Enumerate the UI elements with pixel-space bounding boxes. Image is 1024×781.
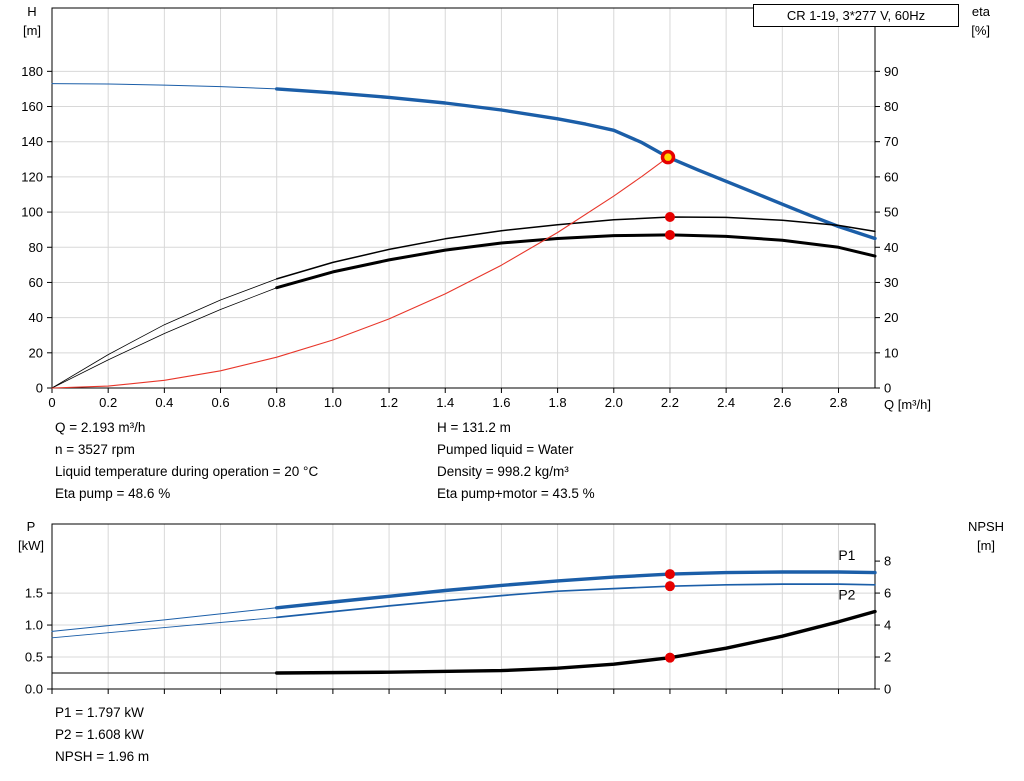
svg-text:0.2: 0.2 [99,395,117,410]
svg-text:2: 2 [884,650,891,665]
info-pumped-liquid: Pumped liquid = Water [437,442,574,457]
eta-axis-title: eta [%] [938,2,990,40]
head-axis-unit: [m] [22,23,42,38]
npsh-axis-name: NPSH [967,519,1005,534]
info-eta-pump: Eta pump = 48.6 % [55,486,171,501]
p2-point [664,581,675,592]
svg-text:2.6: 2.6 [773,395,791,410]
svg-text:120: 120 [21,169,43,184]
svg-text:1.4: 1.4 [436,395,454,410]
eta-axis-name: eta [971,4,990,19]
pump-model-label: CR 1-19, 3*277 V, 60Hz [786,8,926,23]
svg-text:0.0: 0.0 [25,682,43,697]
p2-curve [275,583,876,619]
info-eta-pump-motor: Eta pump+motor = 43.5 % [437,486,595,501]
p2-curve-label: P2 [838,586,855,602]
p2-curve-lead [51,616,278,639]
info-flow: Q = 2.193 m³/h [55,420,146,435]
svg-text:1.0: 1.0 [25,618,43,633]
svg-text:60: 60 [29,275,43,290]
flow-axis-title: Q [m³/h] [884,397,931,412]
svg-text:140: 140 [21,134,43,149]
svg-text:70: 70 [884,134,898,149]
svg-text:2.0: 2.0 [605,395,623,410]
info-head: H = 131.2 m [437,420,511,435]
eta-pump-curve [275,216,876,280]
svg-text:20: 20 [884,310,898,325]
svg-text:8: 8 [884,554,891,569]
svg-text:2.4: 2.4 [717,395,735,410]
svg-text:4: 4 [884,618,891,633]
head-curve-lead [51,83,278,90]
svg-text:10: 10 [884,345,898,360]
svg-text:90: 90 [884,64,898,79]
svg-text:160: 160 [21,99,43,114]
eta-pump-curve-lead [51,278,278,389]
svg-text:0: 0 [48,395,55,410]
svg-text:0: 0 [884,381,891,396]
info-speed: n = 3527 rpm [55,442,135,457]
p1-curve [275,570,877,610]
info-npsh: NPSH = 1.96 m [55,749,150,764]
duty-point [660,149,676,165]
npsh-axis-unit: [m] [976,538,996,553]
eta-pump-motor-curve [275,233,877,290]
info-p1: P1 = 1.797 kW [55,705,144,720]
pump-model-box: CR 1-19, 3*277 V, 60Hz [753,4,959,27]
p1-curve-label: P1 [838,547,855,563]
svg-text:40: 40 [29,310,43,325]
system-curve [51,156,669,389]
svg-text:40: 40 [884,240,898,255]
svg-text:80: 80 [29,240,43,255]
power-axis-title: P [kW] [8,517,54,555]
svg-text:50: 50 [884,205,898,220]
svg-text:1.8: 1.8 [549,395,567,410]
svg-text:60: 60 [884,169,898,184]
power-axis-unit: [kW] [18,538,44,553]
npsh-point [664,652,675,663]
svg-text:1.5: 1.5 [25,586,43,601]
svg-text:80: 80 [884,99,898,114]
head-axis-name: H [27,4,37,19]
eta-axis-unit: [%] [971,23,990,38]
duty-info-right: H = 131.2 m Pumped liquid = Water Densit… [437,417,595,505]
svg-text:6: 6 [884,586,891,601]
eta-pump-motor-point [664,229,675,240]
head-curve [275,87,877,241]
info-density: Density = 998.2 kg/m³ [437,464,569,479]
svg-text:1.6: 1.6 [492,395,510,410]
svg-text:30: 30 [884,275,898,290]
eta-pump-point [664,212,675,222]
p1-point [664,569,675,580]
eta-pump-motor-curve-lead [51,287,278,389]
head-efficiency-chart: 0 20 40 60 80 100 120 140 160 180 0 10 20 30 40 50 60 70 8… [21,7,898,410]
svg-text:100: 100 [21,205,43,220]
svg-text:1.2: 1.2 [380,395,398,410]
svg-text:0: 0 [884,682,891,697]
svg-text:180: 180 [21,64,43,79]
npsh-curve [275,609,877,675]
power-npsh-chart: 0.0 0.5 1.0 1.5 0 2 4 6 8 P1 P2 [25,523,891,697]
svg-text:2.8: 2.8 [829,395,847,410]
p1-curve-lead [51,607,278,632]
svg-text:1.0: 1.0 [324,395,342,410]
svg-text:0.6: 0.6 [211,395,229,410]
svg-text:0.4: 0.4 [155,395,173,410]
power-info: P1 = 1.797 kW P2 = 1.608 kW NPSH = 1.96 … [55,702,149,768]
npsh-axis-title: NPSH [m] [956,517,1016,555]
svg-text:0.5: 0.5 [25,650,43,665]
power-axis-name: P [26,519,36,534]
duty-info-left: Q = 2.193 m³/h n = 3527 rpm Liquid tempe… [55,417,318,505]
info-liquid-temperature: Liquid temperature during operation = 20… [55,464,319,479]
svg-text:0.8: 0.8 [268,395,286,410]
svg-text:2.2: 2.2 [661,395,679,410]
svg-text:20: 20 [29,345,43,360]
head-axis-title: H [m] [12,2,52,40]
info-p2: P2 = 1.608 kW [55,727,144,742]
svg-text:0: 0 [36,381,43,396]
